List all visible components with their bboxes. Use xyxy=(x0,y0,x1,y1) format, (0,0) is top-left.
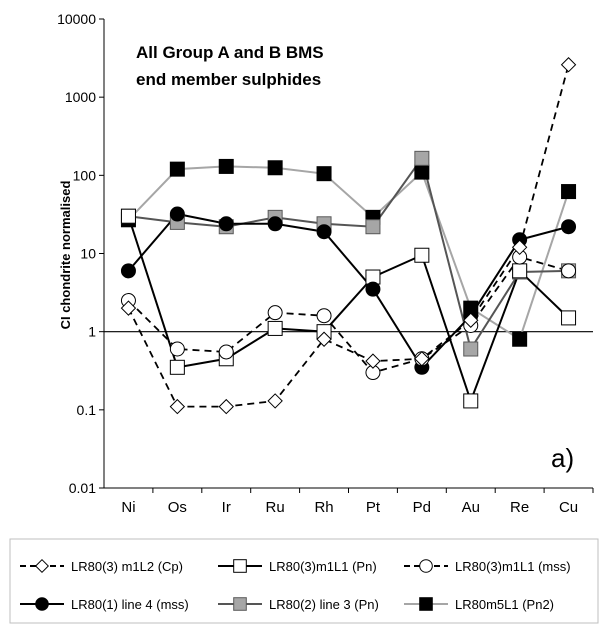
data-point xyxy=(561,310,577,326)
legend-box xyxy=(9,538,599,624)
legend-label: LR80m5L1 (Pn2) xyxy=(455,597,554,612)
y-tick-label: 100 xyxy=(73,167,97,183)
y-tick-label: 10 xyxy=(80,246,96,262)
legend-label: LR80(2) line 3 (Pn) xyxy=(269,597,379,612)
data-point xyxy=(512,331,528,347)
y-tick-label: 0.01 xyxy=(69,480,96,496)
data-point xyxy=(218,216,234,232)
data-point xyxy=(169,398,186,415)
data-point xyxy=(120,300,137,316)
data-point xyxy=(267,160,283,176)
x-tick-label: Pd xyxy=(413,499,431,516)
series-line xyxy=(127,212,569,369)
data-point xyxy=(414,150,430,166)
data-point xyxy=(316,331,332,347)
panel-label: a) xyxy=(551,443,574,473)
data-point xyxy=(365,281,381,297)
data-point xyxy=(169,359,185,375)
legend-label: LR80(3) m1L2 (Cp) xyxy=(71,559,183,574)
data-point xyxy=(463,341,479,357)
y-tick-label: 1 xyxy=(88,324,96,340)
x-tick-label: Ir xyxy=(222,499,231,516)
series-line xyxy=(128,156,569,352)
y-tick-label: 1000 xyxy=(65,89,96,105)
data-point xyxy=(218,158,234,174)
legend-marker xyxy=(419,597,433,611)
data-point xyxy=(120,263,136,279)
data-point xyxy=(560,57,577,73)
x-tick-label: Cu xyxy=(559,499,578,516)
data-point xyxy=(267,393,283,409)
data-point xyxy=(365,219,381,235)
legend-marker xyxy=(35,597,49,611)
data-point xyxy=(169,161,185,177)
series-lines xyxy=(127,64,570,408)
x-tick-label: Ni xyxy=(121,499,135,516)
data-point xyxy=(414,351,430,367)
legend-label: LR80(3)m1L1 (mss) xyxy=(455,559,571,574)
data-point xyxy=(316,224,332,240)
data-point xyxy=(169,341,185,357)
data-point xyxy=(511,239,528,256)
data-point xyxy=(463,312,479,328)
series-markers xyxy=(120,57,577,415)
data-point xyxy=(120,208,136,224)
data-point xyxy=(218,398,234,415)
y-tick-label: 0.1 xyxy=(77,402,97,418)
data-point xyxy=(316,166,332,182)
chart-subtitle: end member sulphides xyxy=(136,70,321,89)
x-tick-label: Au xyxy=(462,499,480,516)
legend: LR80(3) m1L2 (Cp) LR80(3)m1L1 (Pn) LR80(3)… xyxy=(20,558,571,612)
data-point xyxy=(267,320,283,336)
y-tick-label: 10000 xyxy=(57,11,96,27)
x-tick-label: Os xyxy=(168,499,187,516)
data-point xyxy=(365,353,381,369)
data-point xyxy=(267,305,283,321)
data-point xyxy=(218,344,234,360)
legend-marker xyxy=(419,559,433,573)
series-line xyxy=(127,215,570,404)
data-point xyxy=(561,219,577,235)
legend-label: LR80(3)m1L1 (Pn) xyxy=(269,559,377,574)
legend-marker xyxy=(233,597,247,611)
legend-marker xyxy=(233,559,247,573)
x-tick-label: Pt xyxy=(366,499,381,516)
data-point xyxy=(414,247,430,263)
series-line xyxy=(127,256,569,374)
x-tick-label: Ru xyxy=(266,499,285,516)
chart-title: All Group A and B BMS xyxy=(136,43,324,62)
data-point xyxy=(561,184,577,200)
x-tick-label: Rh xyxy=(314,499,333,516)
series-line xyxy=(127,165,570,341)
axes: 0.01 0.1 1 10 100 1000 10000 Ni Os Ir Ru Rh Pt Pd Au Re… xyxy=(57,11,594,516)
data-point xyxy=(316,308,332,324)
x-tick-label: Re xyxy=(510,499,529,516)
data-point xyxy=(561,263,577,279)
data-point xyxy=(463,393,479,409)
y-axis-label: CI chondrite normalised xyxy=(58,181,73,330)
legend-label: LR80(1) line 4 (mss) xyxy=(71,597,189,612)
legend-marker xyxy=(34,558,50,574)
data-point xyxy=(169,206,185,222)
data-point xyxy=(512,263,528,279)
data-point xyxy=(414,164,430,180)
series-line xyxy=(127,64,570,408)
data-point xyxy=(267,216,283,232)
